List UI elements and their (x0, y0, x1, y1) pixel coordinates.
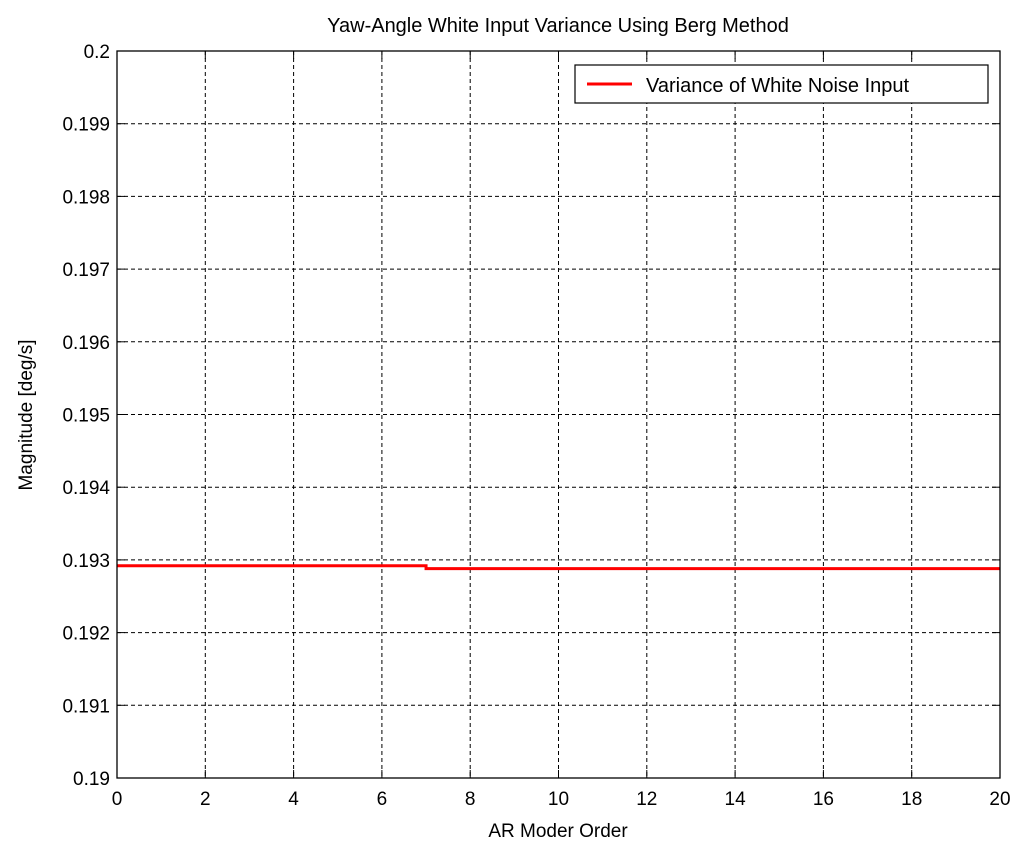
y-tick-label: 0.196 (62, 333, 110, 354)
x-tick-label: 12 (636, 789, 657, 810)
legend-label: Variance of White Noise Input (646, 75, 910, 97)
y-tick-label: 0.199 (62, 115, 110, 136)
tick-marks (116, 50, 1001, 779)
series-layer (117, 564, 1000, 571)
y-axis-label: Magnitude [deg/s] (16, 339, 37, 490)
chart-title: Yaw-Angle White Input Variance Using Ber… (327, 15, 789, 37)
x-tick-label: 6 (377, 789, 388, 810)
x-tick-label: 8 (465, 789, 476, 810)
x-tick-label: 16 (813, 789, 834, 810)
y-tick-label: 0.193 (62, 551, 110, 572)
legend-box (574, 64, 989, 104)
x-tick-label: 14 (725, 789, 747, 810)
x-axis-label: AR Moder Order (488, 821, 628, 842)
x-tick-label: 18 (901, 789, 922, 810)
y-tick-label: 0.197 (62, 260, 110, 281)
y-tick-label: 0.2 (84, 42, 110, 63)
y-tick-label: 0.192 (62, 624, 110, 645)
x-tick-label: 2 (200, 789, 211, 810)
y-tick-label: 0.195 (62, 406, 110, 427)
y-tick-labels: 0.19 0.191 0.192 0.193 0.194 0.195 0.196 0.197 0… (62, 42, 110, 790)
y-tick-label: 0.19 (73, 769, 110, 790)
legend: Variance of White Noise Input (574, 64, 989, 104)
x-tick-label: 10 (548, 789, 569, 810)
grid-lines (117, 51, 1000, 778)
y-tick-label: 0.198 (62, 187, 110, 208)
series-line (117, 564, 1000, 571)
y-tick-label: 0.194 (62, 478, 110, 499)
y-tick-label: 0.191 (62, 696, 110, 717)
x-tick-label: 0 (112, 789, 123, 810)
x-tick-label: 4 (288, 789, 299, 810)
x-tick-label: 20 (989, 789, 1010, 810)
x-tick-labels: 0 2 4 6 8 10 12 14 16 18 20 (112, 789, 1011, 810)
